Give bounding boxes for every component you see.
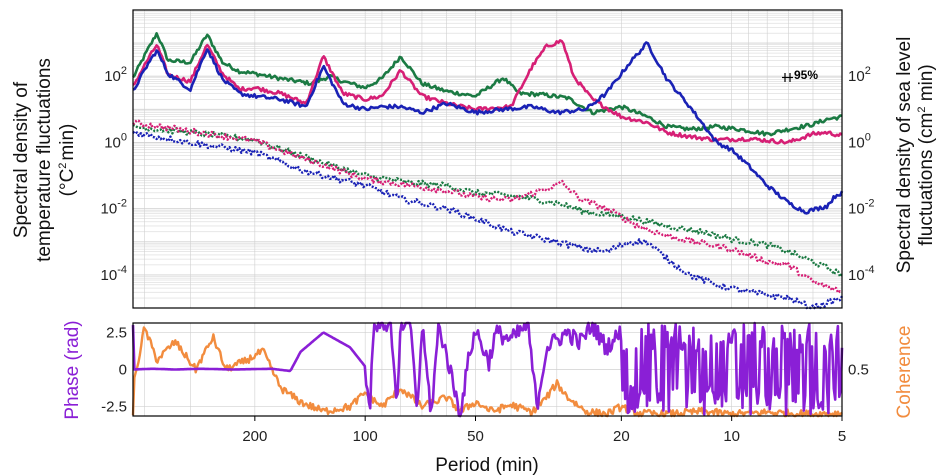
coherence-tick-label: 0.5 — [848, 362, 869, 379]
coherence-axis-label: Coherence — [894, 326, 915, 419]
spectrum-series-5 — [132, 130, 844, 310]
x-tick-label: 200 — [242, 428, 267, 445]
spectra-grid — [133, 10, 843, 309]
spectrum-series-1 — [132, 39, 843, 145]
phase-yticks: 2.5 0 -2.5 — [101, 324, 127, 415]
x-tick-label: 100 — [353, 428, 378, 445]
phase-tick-label: 0 — [119, 362, 127, 379]
y-tick-label: 10-2 — [848, 198, 874, 218]
spectra-series — [132, 31, 844, 310]
spectrum-series-0 — [132, 31, 843, 137]
x-tick-label: 50 — [467, 428, 484, 445]
x-tick-label: 5 — [838, 428, 846, 445]
spectrum-series-4 — [132, 119, 843, 294]
y-tick-label: 10-2 — [101, 198, 127, 218]
y-tick-label: 102 — [104, 65, 127, 85]
spectrum-series-2 — [132, 41, 844, 215]
phase-axis-label: Phase (rad) — [62, 320, 83, 419]
phase-series — [131, 321, 844, 418]
x-tick-label: 20 — [613, 428, 630, 445]
x-ticks: 200 100 50 20 10 5 — [242, 416, 846, 445]
phase-tick-label: -2.5 — [101, 399, 127, 416]
left-label-unit-sup: 2 — [57, 163, 69, 169]
right-label-line2: fluctuations (cm2 min) — [916, 64, 937, 245]
y-tick-label: 102 — [848, 65, 871, 85]
left-label-unit-a: (°C — [57, 169, 78, 197]
x-tick-label: 10 — [723, 428, 740, 445]
spectra-yticks-left: 102 100 10-2 10-4 — [101, 65, 127, 284]
y-tick-label: 10-4 — [848, 264, 874, 284]
y-tick-label: 100 — [848, 131, 871, 151]
left-label-line1: Spectral density of — [11, 81, 32, 238]
phase-tick-label: 2.5 — [106, 324, 127, 341]
right-label-unit-sup: 2 — [916, 107, 928, 113]
spectra-frame — [132, 9, 843, 309]
left-label-line3: (°C2 min) — [57, 124, 78, 197]
left-label-unit-b: min) — [57, 124, 78, 161]
coherence-series — [131, 326, 843, 418]
confidence-label: 95% — [794, 68, 818, 82]
y-tick-label: 100 — [104, 131, 127, 151]
left-label-line2: temperature fluctuations — [34, 58, 55, 262]
right-label-unit-a: fluctuations (cm — [916, 113, 937, 246]
x-axis-label: Period (min) — [435, 455, 538, 476]
confidence-interval-marker: 95% — [782, 68, 818, 82]
right-label-line1: Spectral density of sea level — [894, 37, 915, 274]
right-axis-label: Spectral density of sea level fluctuatio… — [894, 37, 937, 274]
phase-coherence-panel: 2.5 0 -2.5 0.5 — [101, 321, 869, 418]
right-label-unit-b: min) — [916, 64, 937, 106]
spectra-panel: 102 100 10-2 10-4 102 100 10-2 10-4 95% — [101, 9, 874, 310]
phase-frame — [132, 322, 843, 417]
spectra-yticks-right: 102 100 10-2 10-4 — [848, 65, 874, 284]
left-axis-label: Spectral density of temperature fluctuat… — [11, 58, 78, 262]
coherence-yticks: 0.5 — [848, 362, 869, 379]
y-tick-label: 10-4 — [101, 264, 127, 284]
phase-coherence-series — [131, 321, 844, 418]
